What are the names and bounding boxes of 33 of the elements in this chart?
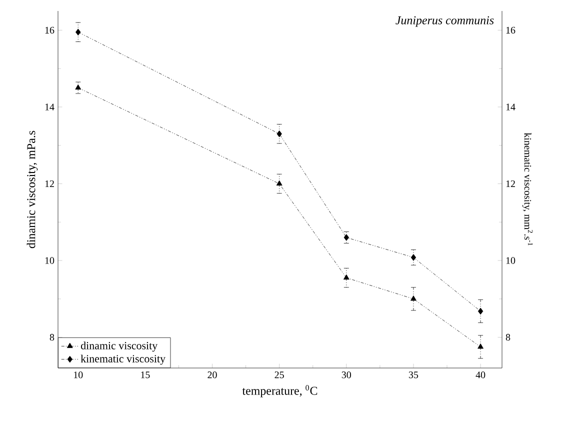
point (75, 84, 82, 90)
x-tick-label: 40 (476, 372, 486, 378)
y2-tick-label: 8 (506, 334, 510, 341)
y-tick-label: 10 (45, 257, 54, 264)
y2-tick-label: 16 (506, 26, 516, 34)
y-axis-title: dinamic viscosity, mPa.s (26, 130, 38, 248)
y-tick-label: 12 (45, 180, 54, 188)
point (276, 180, 282, 186)
point (410, 296, 416, 301)
x-tick-label: 10 (74, 372, 83, 378)
point (410, 254, 416, 261)
point (478, 308, 484, 315)
point (76, 28, 81, 36)
x-tick-label: 20 (208, 372, 217, 378)
y-tick-label: 14 (45, 104, 54, 110)
x-axis-title: temperature, $^{0}$C (242, 385, 318, 398)
point (343, 274, 350, 280)
x-tick-label: 15 (141, 372, 150, 378)
legend-label: kinematic viscosity (80, 354, 166, 365)
y-tick-label: 8 (50, 334, 54, 341)
y2-axis-title: kinematic viscosity, mm$^{2}$.s$^{-1}$ (522, 132, 533, 246)
point (344, 234, 349, 241)
legend-label: dinamic viscosity (80, 342, 158, 352)
x-tick-label: 25 (274, 372, 284, 378)
point (276, 130, 282, 138)
y-tick-label: 16 (45, 26, 54, 34)
point (478, 344, 484, 349)
y2-tick-label: 12 (506, 180, 515, 188)
x-tick-label: 30 (342, 372, 352, 378)
annotation: Juniperus communis (396, 16, 494, 27)
x-tick-label: 35 (408, 372, 418, 378)
y2-tick-label: 14 (506, 104, 516, 110)
y2-tick-label: 10 (506, 257, 516, 264)
